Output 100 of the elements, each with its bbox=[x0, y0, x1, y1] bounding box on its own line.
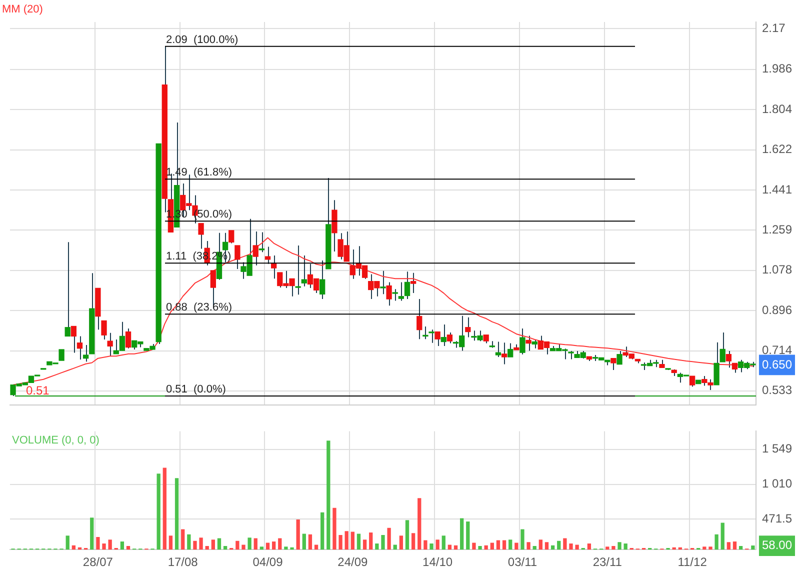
y-tick-label: 1.441 bbox=[762, 182, 792, 196]
bar bbox=[199, 538, 203, 550]
y-tick-label: 1.986 bbox=[762, 62, 792, 76]
y-tick-label: 0.896 bbox=[762, 302, 792, 317]
y-tick-label: 471.5 bbox=[762, 511, 792, 526]
bar bbox=[381, 535, 385, 550]
y-tick-label: 0.650 bbox=[762, 357, 792, 372]
candlestick bbox=[332, 200, 338, 252]
bar bbox=[496, 540, 500, 550]
candlestick bbox=[70, 326, 77, 354]
candlestick bbox=[495, 341, 502, 358]
bar bbox=[356, 534, 361, 550]
bar bbox=[387, 528, 391, 550]
candlestick bbox=[234, 244, 240, 270]
y-tick-label: 1.078 bbox=[762, 262, 792, 277]
x-tick-label: 11/12 bbox=[678, 555, 708, 570]
candlestick bbox=[58, 349, 64, 361]
bar bbox=[205, 546, 209, 550]
bar bbox=[102, 543, 106, 550]
bar bbox=[308, 534, 312, 550]
bar bbox=[236, 540, 240, 550]
candlestick bbox=[252, 231, 258, 266]
text: MM (20) bbox=[2, 4, 43, 16]
bar bbox=[338, 535, 342, 550]
bar bbox=[362, 540, 367, 550]
x-tick-label: 17/08 bbox=[168, 555, 198, 570]
bar bbox=[454, 545, 458, 550]
bar bbox=[544, 542, 549, 550]
y-tick-label: 0.714 bbox=[762, 343, 792, 358]
bar bbox=[162, 468, 166, 550]
candlestick bbox=[465, 316, 471, 338]
bar bbox=[296, 520, 300, 550]
candlestick bbox=[228, 230, 234, 244]
candlestick bbox=[64, 242, 70, 337]
bar bbox=[618, 542, 622, 550]
candlestick bbox=[107, 332, 113, 357]
bar bbox=[254, 538, 258, 550]
x-tick-label: 14/10 bbox=[422, 555, 453, 570]
bar bbox=[751, 546, 755, 550]
candlestick bbox=[82, 344, 89, 362]
bar bbox=[484, 545, 488, 550]
bar bbox=[472, 542, 476, 550]
bar bbox=[332, 508, 336, 550]
bar bbox=[284, 546, 288, 550]
bar bbox=[726, 542, 731, 550]
bar bbox=[557, 540, 561, 550]
bar bbox=[411, 533, 416, 550]
bar bbox=[502, 540, 506, 550]
bar bbox=[260, 546, 264, 550]
candlestick bbox=[610, 358, 616, 371]
bar bbox=[508, 540, 512, 550]
y-tick-label: 0.533 bbox=[762, 383, 792, 398]
candlestick bbox=[398, 282, 404, 302]
bar bbox=[520, 529, 524, 550]
bar bbox=[375, 543, 379, 550]
candlestick bbox=[380, 270, 386, 295]
bar bbox=[187, 534, 191, 550]
bar bbox=[120, 542, 124, 550]
bar bbox=[624, 543, 628, 550]
candlestick bbox=[76, 336, 83, 360]
candlestick bbox=[428, 329, 434, 344]
bar bbox=[478, 546, 482, 550]
bar bbox=[96, 536, 100, 550]
candlestick bbox=[508, 342, 514, 358]
x-tick-label: 23/11 bbox=[592, 555, 622, 570]
candlestick bbox=[720, 332, 726, 362]
bar bbox=[575, 544, 579, 550]
bar bbox=[66, 536, 70, 550]
bar bbox=[563, 538, 567, 550]
bar bbox=[399, 536, 404, 550]
bar bbox=[278, 538, 282, 550]
bar bbox=[732, 542, 737, 550]
bar bbox=[223, 546, 228, 550]
candlestick bbox=[410, 272, 416, 294]
bar bbox=[326, 440, 330, 550]
bar bbox=[272, 542, 276, 550]
bar bbox=[193, 540, 197, 550]
candlestick bbox=[125, 328, 132, 349]
bar bbox=[290, 547, 294, 550]
bar bbox=[314, 544, 318, 550]
candlestick bbox=[446, 332, 453, 344]
x-tick-label: 28/07 bbox=[82, 555, 114, 570]
chart-title: VOLUME (0, 0, 0) bbox=[12, 434, 100, 447]
candlestick bbox=[501, 342, 508, 365]
candlestick bbox=[520, 328, 526, 355]
y-tick-label: 1 010 bbox=[762, 476, 792, 491]
bar bbox=[720, 522, 724, 550]
bar bbox=[448, 544, 452, 550]
bar bbox=[538, 540, 542, 550]
bar bbox=[302, 534, 306, 550]
y-tick-label: 58.00 bbox=[762, 538, 792, 552]
candlestick bbox=[320, 260, 326, 300]
ref-line-label: 2.09 (100.0%) bbox=[166, 34, 238, 46]
y-tick-label: 1.804 bbox=[762, 102, 792, 116]
y-tick-label: 1 549 bbox=[762, 442, 792, 456]
bar bbox=[466, 521, 470, 550]
bar bbox=[430, 543, 434, 550]
x-tick-label: 24/09 bbox=[338, 555, 368, 570]
bar bbox=[424, 540, 428, 550]
bar bbox=[242, 544, 246, 550]
